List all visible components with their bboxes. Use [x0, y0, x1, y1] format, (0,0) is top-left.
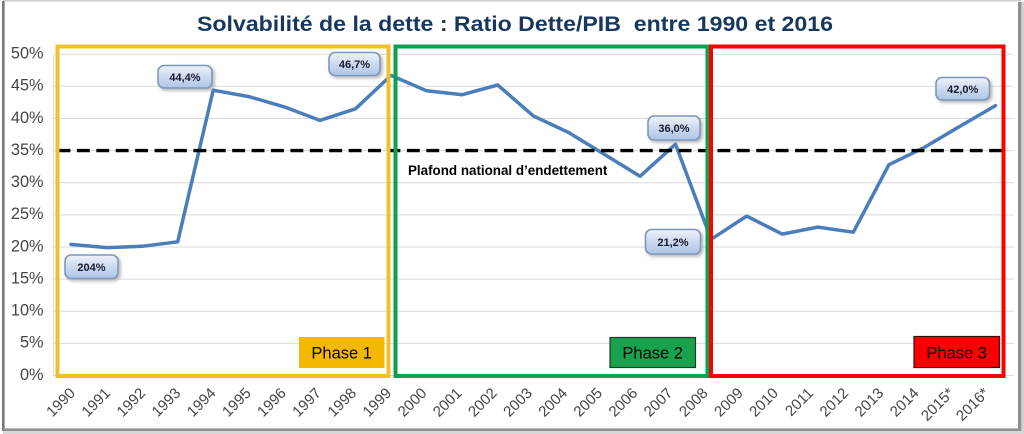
svg-text:Phase 2: Phase 2 — [622, 345, 683, 363]
svg-text:36,0%: 36,0% — [658, 123, 689, 135]
svg-text:Phase 1: Phase 1 — [311, 345, 372, 363]
svg-text:46,7%: 46,7% — [339, 59, 370, 71]
svg-text:30%: 30% — [11, 173, 44, 191]
svg-text:5%: 5% — [20, 334, 44, 352]
svg-text:25%: 25% — [11, 205, 44, 223]
svg-text:Phase 3: Phase 3 — [926, 345, 987, 363]
svg-text:21,2%: 21,2% — [657, 237, 688, 249]
svg-text:35%: 35% — [11, 141, 44, 159]
svg-text:44,4%: 44,4% — [169, 72, 200, 84]
svg-text:50%: 50% — [11, 45, 44, 63]
svg-text:10%: 10% — [11, 302, 44, 320]
svg-text:Plafond national d’endettement: Plafond national d’endettement — [408, 163, 608, 178]
svg-text:42,0%: 42,0% — [947, 84, 978, 96]
svg-text:Solvabilité de la dette : Rati: Solvabilité de la dette : Ratio Dette/PI… — [197, 12, 833, 36]
svg-text:15%: 15% — [11, 269, 44, 287]
svg-text:20%: 20% — [11, 237, 44, 255]
svg-text:40%: 40% — [11, 109, 44, 127]
svg-text:204%: 204% — [77, 262, 105, 274]
svg-text:45%: 45% — [11, 77, 44, 95]
svg-text:0%: 0% — [20, 366, 44, 384]
